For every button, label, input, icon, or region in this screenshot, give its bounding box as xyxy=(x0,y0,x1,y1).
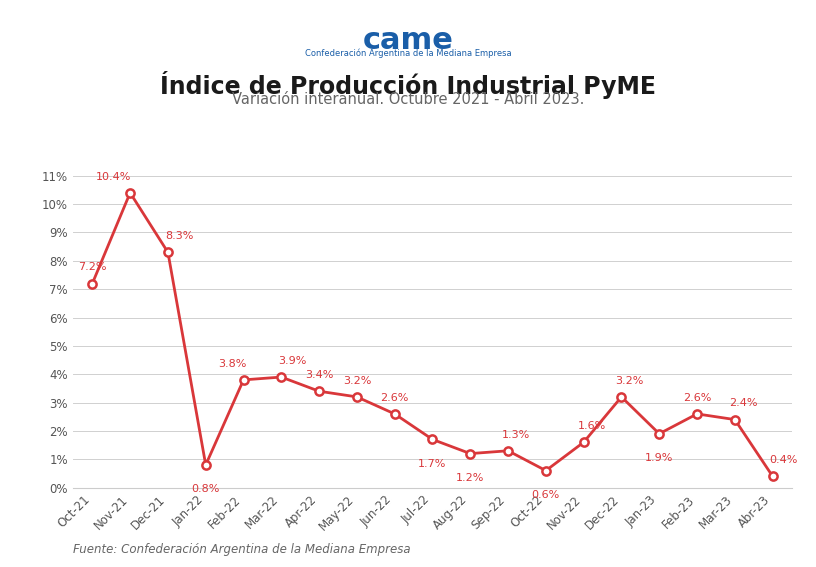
Text: 1.3%: 1.3% xyxy=(503,430,530,439)
Text: 10.4%: 10.4% xyxy=(95,172,131,181)
Text: 3.4%: 3.4% xyxy=(305,370,333,380)
Point xyxy=(766,472,779,481)
Point xyxy=(615,392,628,401)
Point xyxy=(237,375,250,384)
Point xyxy=(653,429,666,438)
Point xyxy=(275,373,288,382)
Text: 7.2%: 7.2% xyxy=(78,263,107,272)
Text: 0.4%: 0.4% xyxy=(769,455,798,465)
Text: 2.4%: 2.4% xyxy=(729,399,757,408)
Text: 3.2%: 3.2% xyxy=(615,376,644,386)
Text: 3.2%: 3.2% xyxy=(343,376,371,386)
Text: 3.8%: 3.8% xyxy=(218,359,246,369)
Point xyxy=(388,409,401,418)
Point xyxy=(313,387,326,396)
Point xyxy=(199,460,212,469)
Point xyxy=(162,248,175,257)
Text: 1.6%: 1.6% xyxy=(578,421,606,431)
Point xyxy=(123,188,136,197)
Text: 0.8%: 0.8% xyxy=(192,484,220,494)
Point xyxy=(502,446,515,455)
Text: Índice de Producción Industrial PyME: Índice de Producción Industrial PyME xyxy=(160,71,656,99)
Point xyxy=(729,415,742,424)
Text: 2.6%: 2.6% xyxy=(380,393,409,403)
Text: 0.6%: 0.6% xyxy=(532,490,560,500)
Text: Fuente: Confederación Argentina de la Mediana Empresa: Fuente: Confederación Argentina de la Me… xyxy=(73,543,411,556)
Text: came: came xyxy=(362,26,454,54)
Text: 8.3%: 8.3% xyxy=(165,231,193,241)
Text: 3.9%: 3.9% xyxy=(278,356,307,366)
Text: 1.7%: 1.7% xyxy=(419,459,446,469)
Text: 1.2%: 1.2% xyxy=(456,473,485,483)
Text: 1.9%: 1.9% xyxy=(645,453,673,463)
Point xyxy=(690,409,703,418)
Point xyxy=(539,466,552,475)
Point xyxy=(463,449,477,458)
Text: Confederación Argentina de la Mediana Empresa: Confederación Argentina de la Mediana Em… xyxy=(304,48,512,58)
Point xyxy=(577,438,590,447)
Point xyxy=(350,392,363,401)
Point xyxy=(86,279,99,288)
Text: Variación interanual. Octubre 2021 - Abril 2023.: Variación interanual. Octubre 2021 - Abr… xyxy=(232,92,584,107)
Point xyxy=(426,435,439,444)
Text: 2.6%: 2.6% xyxy=(683,393,712,403)
